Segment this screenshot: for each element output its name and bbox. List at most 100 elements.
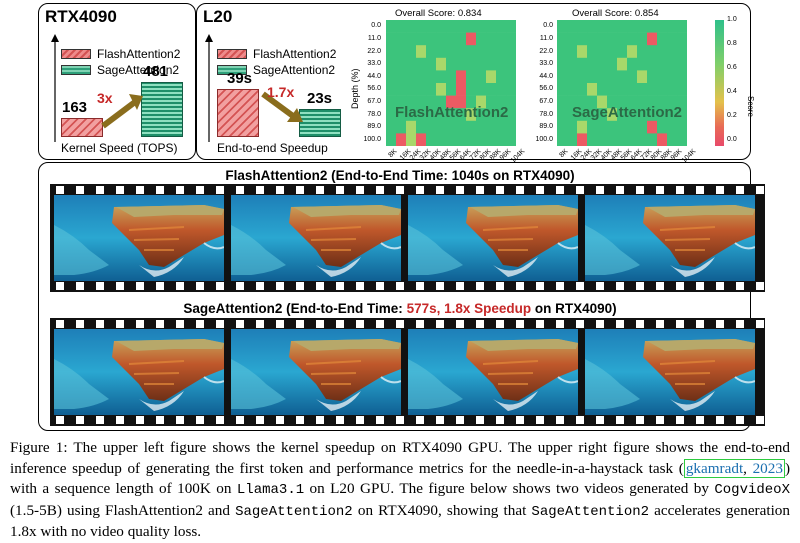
heatmap-cell bbox=[617, 57, 628, 71]
heatmap-cell bbox=[386, 45, 397, 59]
bar-value-label: 481 bbox=[143, 63, 169, 80]
heatmap-cell bbox=[677, 70, 687, 84]
heatmap-cell bbox=[456, 45, 467, 59]
heatmap-cell bbox=[637, 45, 648, 59]
caption-text: (1.5-5B) using FlashAttention2 and bbox=[10, 501, 236, 519]
heatmap-cell bbox=[627, 32, 638, 46]
heatmap-cell bbox=[647, 120, 658, 134]
heatmap-cell bbox=[386, 20, 397, 33]
heatmap-cell bbox=[657, 45, 668, 59]
speedup-label: 1.7x bbox=[267, 84, 295, 100]
heatmap-cell bbox=[607, 120, 618, 134]
heatmap-cell bbox=[627, 95, 638, 109]
heatmap-cell bbox=[637, 57, 648, 71]
heatmap-cell bbox=[476, 57, 487, 71]
heatmap-cell bbox=[617, 20, 628, 33]
heatmap-cell bbox=[567, 133, 578, 146]
heatmap-cell bbox=[426, 57, 437, 71]
heatmap-cell bbox=[677, 133, 687, 146]
legend-sage: SageAttention2 bbox=[61, 63, 179, 77]
heatmap-cell bbox=[647, 95, 658, 109]
heatmap-cell bbox=[386, 108, 397, 122]
heatmap-cell bbox=[667, 95, 678, 109]
heatmap-cell bbox=[426, 70, 437, 84]
legend-swatch-flash bbox=[61, 49, 91, 59]
y-tick-label: 78.0 bbox=[367, 110, 381, 118]
x-ticks: 8K 16K 24K 32K 40K 48K 56K 64K 72K 80K 88K 96K 104K bbox=[557, 146, 698, 165]
citation-link[interactable]: gkamradt, 2023 bbox=[683, 458, 785, 478]
heatmap-cell bbox=[627, 70, 638, 84]
heatmap-cell bbox=[396, 108, 407, 122]
heatmap-cell bbox=[637, 70, 648, 84]
heatmap-cell bbox=[637, 133, 648, 146]
heatmap-cell bbox=[607, 70, 618, 84]
heatmap-cell bbox=[647, 70, 658, 84]
legend-label: SageAttention2 bbox=[253, 63, 336, 77]
heatmap-cell bbox=[446, 120, 457, 134]
heatmap-cell bbox=[456, 120, 467, 134]
heatmap-cell bbox=[557, 95, 568, 109]
heatmap-cell bbox=[637, 120, 648, 134]
heatmap-cell bbox=[456, 57, 467, 71]
heatmap-cell bbox=[466, 108, 477, 122]
heatmap-cell bbox=[627, 133, 638, 146]
heatmap-cell bbox=[607, 20, 618, 33]
heatmap-cell bbox=[617, 133, 628, 146]
y-tick-label: 67.0 bbox=[539, 97, 553, 105]
video-frame bbox=[231, 329, 401, 415]
video-frame bbox=[585, 329, 755, 415]
heatmap-cell bbox=[667, 108, 678, 122]
heatmap-cell bbox=[577, 70, 588, 84]
caption-text: ) with a sequence length of 100K on bbox=[10, 459, 791, 498]
caption-code: CogvideoX bbox=[714, 482, 790, 498]
bar-flash bbox=[217, 89, 259, 137]
heatmap-cell bbox=[667, 57, 678, 71]
heatmap-cell bbox=[557, 133, 568, 146]
heatmap-cell bbox=[456, 32, 467, 46]
heatmap-cell bbox=[416, 95, 427, 109]
colorbar-tick: 0.0 bbox=[727, 136, 737, 143]
heatmap-cell bbox=[436, 108, 447, 122]
x-tick-label: 8K bbox=[387, 148, 399, 160]
heatmap-cell bbox=[506, 32, 516, 46]
heatmap-cell bbox=[396, 133, 407, 146]
heatmap-cell bbox=[486, 20, 497, 33]
heatmap-cell bbox=[456, 95, 467, 109]
heatmap-cell bbox=[466, 95, 477, 109]
heatmap-cell bbox=[567, 70, 578, 84]
heatmap-cell bbox=[607, 45, 618, 59]
heatmap-cell bbox=[607, 32, 618, 46]
film-holes bbox=[50, 282, 765, 290]
bar-value-label: 39s bbox=[227, 70, 253, 87]
heatmap-cell bbox=[627, 45, 638, 59]
heatmap-cell bbox=[617, 70, 628, 84]
heatmap-cell bbox=[476, 95, 487, 109]
heatmap-cell bbox=[667, 83, 678, 96]
heatmap-cell bbox=[567, 45, 578, 59]
sage-title-suffix: on RTX4090) bbox=[531, 301, 617, 316]
heatmap-cell bbox=[496, 95, 507, 109]
heatmap-cell bbox=[486, 108, 497, 122]
bar-value-label: 23s bbox=[307, 89, 333, 107]
heatmap-cell bbox=[416, 83, 427, 96]
heatmap-cell bbox=[476, 45, 487, 59]
heatmap-cell bbox=[607, 57, 618, 71]
heatmap-cell bbox=[426, 83, 437, 96]
heatmap-cell bbox=[567, 83, 578, 96]
heatmap-cell bbox=[667, 20, 678, 33]
legend-swatch-sage bbox=[61, 65, 91, 75]
heatmap-cell bbox=[456, 70, 467, 84]
heatmap-cell bbox=[647, 108, 658, 122]
heatmap-cell bbox=[657, 133, 668, 146]
bar-sage bbox=[141, 82, 183, 137]
heatmap-cell bbox=[557, 45, 568, 59]
heatmap-cell bbox=[577, 57, 588, 71]
heatmap-cell bbox=[657, 32, 668, 46]
heatmap-cell bbox=[557, 57, 568, 71]
heatmap-cell bbox=[506, 120, 516, 134]
heatmap-cell bbox=[486, 70, 497, 84]
heatmap-cell bbox=[647, 57, 658, 71]
caption-text: on RTX4090, showing that bbox=[352, 501, 532, 519]
heatmap-cell bbox=[607, 133, 618, 146]
speedup-arrow bbox=[101, 94, 143, 129]
